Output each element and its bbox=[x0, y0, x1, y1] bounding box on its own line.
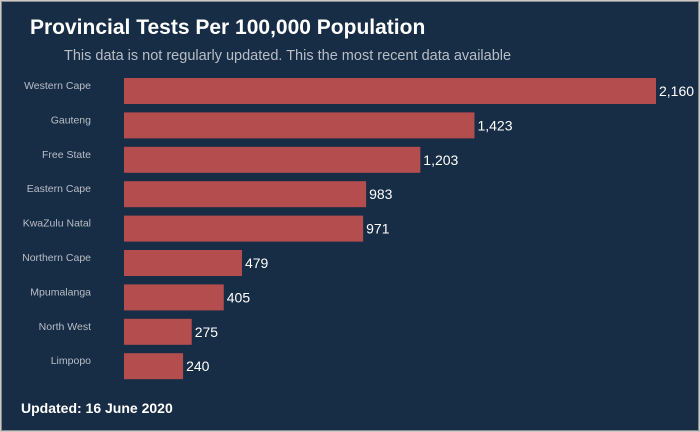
bar bbox=[124, 215, 364, 242]
bar bbox=[124, 112, 475, 139]
bar bbox=[124, 284, 224, 311]
bar bbox=[124, 146, 421, 173]
value-label: 971 bbox=[366, 221, 390, 237]
bar bbox=[124, 353, 184, 380]
bar bbox=[124, 318, 192, 345]
chart-title: Provincial Tests Per 100,000 Population bbox=[30, 16, 426, 39]
updated-footer: Updated: 16 June 2020 bbox=[21, 400, 173, 416]
category-label: KwaZulu Natal bbox=[23, 218, 91, 230]
bar bbox=[124, 250, 242, 276]
bar bbox=[124, 78, 656, 104]
category-label: North West bbox=[39, 321, 91, 333]
value-label: 1,203 bbox=[423, 152, 458, 168]
category-label: Limpopo bbox=[51, 355, 91, 367]
category-label: Western Cape bbox=[24, 80, 91, 92]
value-label: 1,423 bbox=[477, 117, 512, 133]
value-label: 240 bbox=[186, 358, 210, 374]
category-label: Northern Cape bbox=[22, 252, 91, 264]
bar bbox=[124, 181, 367, 208]
category-label: Eastern Cape bbox=[27, 183, 91, 195]
value-label: 405 bbox=[227, 289, 251, 305]
value-label: 2,160 bbox=[659, 83, 694, 99]
value-label: 983 bbox=[369, 186, 393, 202]
value-label: 479 bbox=[245, 255, 269, 271]
chart-subtitle: This data is not regularly updated. This… bbox=[64, 48, 512, 64]
category-label: Mpumalanga bbox=[30, 286, 91, 298]
category-label: Free State bbox=[42, 149, 91, 161]
value-label: 275 bbox=[195, 324, 219, 340]
category-label: Gauteng bbox=[51, 114, 91, 126]
